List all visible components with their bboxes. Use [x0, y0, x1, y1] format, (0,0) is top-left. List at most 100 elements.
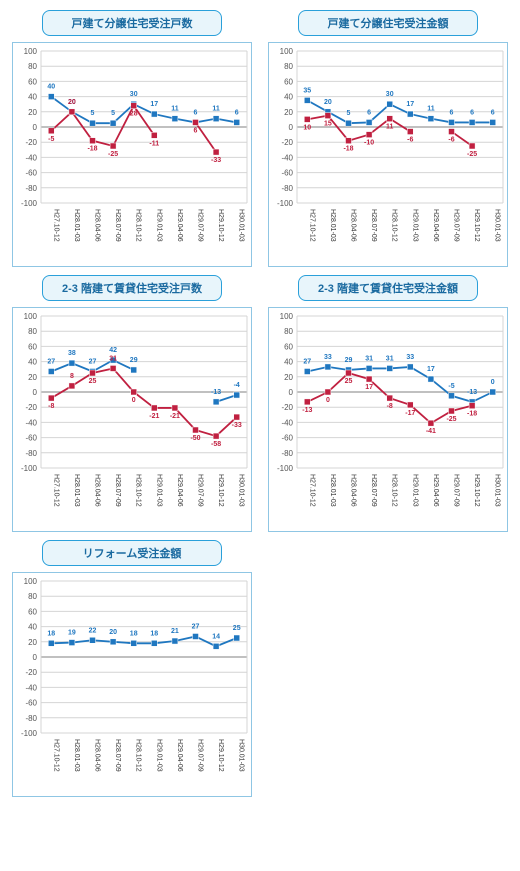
svg-text:-21: -21 — [149, 413, 159, 420]
svg-text:H28.10-12: H28.10-12 — [135, 739, 142, 772]
chart-panel: 2-3 階建て賃貸住宅受注戸数-100-80-60-40-20020406080… — [10, 275, 254, 532]
svg-text:H28.07-09: H28.07-09 — [114, 209, 121, 242]
svg-text:31: 31 — [109, 355, 117, 362]
svg-text:17: 17 — [406, 101, 414, 108]
svg-text:-6: -6 — [448, 137, 454, 144]
svg-text:29: 29 — [345, 357, 353, 364]
svg-text:-100: -100 — [21, 199, 38, 208]
svg-text:21: 21 — [171, 628, 179, 635]
svg-text:6: 6 — [194, 127, 198, 134]
svg-text:H28.04-06: H28.04-06 — [350, 209, 357, 242]
svg-text:28: 28 — [130, 111, 138, 118]
svg-text:-5: -5 — [448, 383, 454, 390]
svg-text:-60: -60 — [281, 434, 293, 443]
svg-text:11: 11 — [171, 106, 179, 113]
svg-text:-10: -10 — [364, 140, 374, 147]
chart-plot: -100-80-60-40-20020406080100352056301711… — [268, 42, 508, 267]
svg-text:40: 40 — [28, 358, 37, 367]
svg-text:H29.04-06: H29.04-06 — [176, 209, 183, 242]
svg-text:H29.10-12: H29.10-12 — [217, 209, 224, 242]
svg-text:5: 5 — [111, 110, 115, 117]
svg-text:80: 80 — [284, 62, 293, 71]
svg-text:60: 60 — [28, 342, 37, 351]
svg-text:27: 27 — [303, 358, 311, 365]
svg-text:-4: -4 — [234, 382, 240, 389]
svg-text:-20: -20 — [25, 403, 37, 412]
chart-plot: -100-80-60-40-20020406080100273329313133… — [268, 307, 508, 532]
svg-text:H29.01-03: H29.01-03 — [155, 209, 162, 242]
svg-text:-21: -21 — [170, 413, 180, 420]
svg-text:27: 27 — [89, 358, 97, 365]
svg-text:6: 6 — [367, 109, 371, 116]
svg-text:H29.10-12: H29.10-12 — [217, 739, 224, 772]
svg-text:100: 100 — [24, 47, 38, 56]
svg-text:H28.01-03: H28.01-03 — [73, 739, 80, 772]
chart-panel: 戸建て分譲住宅受注戸数-100-80-60-40-200204060801004… — [10, 10, 254, 267]
svg-text:30: 30 — [386, 91, 394, 98]
svg-text:60: 60 — [28, 607, 37, 616]
svg-text:20: 20 — [284, 108, 293, 117]
svg-text:60: 60 — [284, 342, 293, 351]
svg-text:-5: -5 — [48, 136, 54, 143]
svg-text:H29.01-03: H29.01-03 — [155, 474, 162, 507]
svg-text:-80: -80 — [281, 449, 293, 458]
svg-text:60: 60 — [28, 77, 37, 86]
svg-text:80: 80 — [28, 327, 37, 336]
svg-text:20: 20 — [324, 99, 332, 106]
chart-plot: -100-80-60-40-200204060801002738274229-1… — [12, 307, 252, 532]
svg-text:H29.07-09: H29.07-09 — [197, 739, 204, 772]
chart-plot: -100-80-60-40-20020406080100402055301711… — [12, 42, 252, 267]
svg-text:-80: -80 — [25, 184, 37, 193]
svg-text:-60: -60 — [25, 434, 37, 443]
svg-text:25: 25 — [233, 625, 241, 632]
svg-text:-17: -17 — [405, 410, 415, 417]
chart-title: 戸建て分譲住宅受注戸数 — [42, 10, 222, 36]
svg-text:27: 27 — [47, 358, 55, 365]
svg-text:-40: -40 — [25, 683, 37, 692]
svg-text:-18: -18 — [343, 146, 353, 153]
svg-text:17: 17 — [150, 101, 158, 108]
svg-text:H29.04-06: H29.04-06 — [176, 474, 183, 507]
chart-title: 2-3 階建て賃貸住宅受注金額 — [298, 275, 478, 301]
svg-text:8: 8 — [70, 373, 74, 380]
svg-text:20: 20 — [28, 638, 37, 647]
svg-text:H29.04-06: H29.04-06 — [432, 209, 439, 242]
svg-text:11: 11 — [386, 124, 394, 131]
svg-text:0: 0 — [326, 397, 330, 404]
svg-text:H28.01-03: H28.01-03 — [73, 474, 80, 507]
svg-text:-13: -13 — [467, 389, 477, 396]
svg-text:H27.10-12: H27.10-12 — [308, 209, 315, 242]
svg-text:5: 5 — [91, 110, 95, 117]
svg-text:H29.07-09: H29.07-09 — [197, 209, 204, 242]
svg-text:31: 31 — [386, 355, 394, 362]
svg-text:0: 0 — [289, 123, 294, 132]
svg-text:-20: -20 — [281, 138, 293, 147]
svg-text:25: 25 — [345, 378, 353, 385]
svg-text:H28.10-12: H28.10-12 — [391, 474, 398, 507]
svg-text:20: 20 — [284, 373, 293, 382]
svg-text:-33: -33 — [232, 422, 242, 429]
svg-text:5: 5 — [347, 110, 351, 117]
svg-text:H28.01-03: H28.01-03 — [329, 209, 336, 242]
svg-text:H29.10-12: H29.10-12 — [217, 474, 224, 507]
svg-text:-80: -80 — [25, 449, 37, 458]
svg-text:6: 6 — [491, 109, 495, 116]
svg-text:H29.07-09: H29.07-09 — [197, 474, 204, 507]
svg-text:17: 17 — [427, 366, 435, 373]
svg-text:15: 15 — [324, 121, 332, 128]
svg-text:H28.07-09: H28.07-09 — [370, 474, 377, 507]
svg-text:-8: -8 — [387, 403, 393, 410]
svg-text:H29.01-03: H29.01-03 — [155, 739, 162, 772]
svg-text:H30.01-03: H30.01-03 — [238, 209, 245, 242]
svg-text:-13: -13 — [302, 407, 312, 414]
chart-title: リフォーム受注金額 — [42, 540, 222, 566]
chart-plot: -100-80-60-40-20020406080100181922201818… — [12, 572, 252, 797]
svg-text:80: 80 — [28, 62, 37, 71]
svg-text:14: 14 — [212, 633, 220, 640]
svg-text:19: 19 — [68, 630, 76, 637]
svg-text:100: 100 — [24, 577, 38, 586]
svg-text:H30.01-03: H30.01-03 — [238, 739, 245, 772]
svg-text:H28.04-06: H28.04-06 — [94, 739, 101, 772]
svg-text:H30.01-03: H30.01-03 — [238, 474, 245, 507]
svg-text:29: 29 — [130, 357, 138, 364]
